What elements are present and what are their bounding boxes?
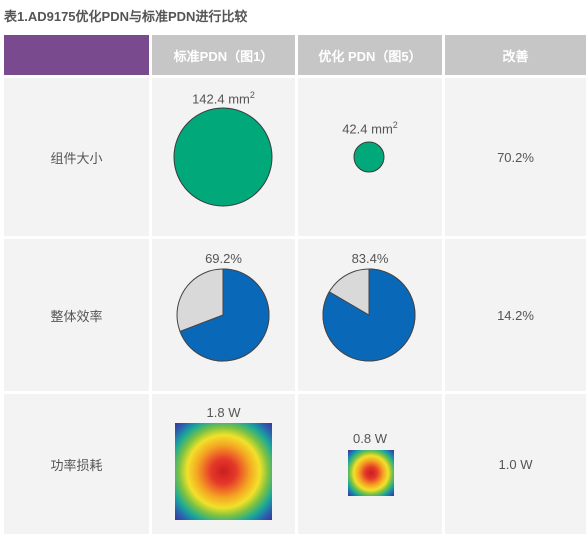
pie-efficiency-standard — [179, 268, 270, 362]
size-circle-optimized — [353, 141, 385, 173]
improvement-size: 70.2% — [445, 78, 586, 236]
row-label-power-loss: 功率损耗 — [4, 394, 149, 534]
header-optimized-pdn: 优化 PDN（图5） — [298, 35, 442, 75]
size-optimized-label: 42.4 mm2 — [342, 120, 398, 137]
cell-efficiency-optimized: 83.4% — [298, 239, 442, 391]
cell-power-standard: 1.8 W — [152, 394, 295, 534]
cell-size-optimized: 42.4 mm2 — [298, 78, 442, 236]
size-circle-standard — [173, 107, 273, 207]
improvement-efficiency: 14.2% — [445, 239, 586, 391]
power-standard-label: 1.8 W — [206, 405, 241, 420]
cell-size-standard: 142.4 mm2 — [152, 78, 295, 236]
efficiency-standard-label: 69.2% — [205, 251, 242, 266]
header-improvement: 改善 — [445, 35, 586, 75]
row-label-efficiency: 整体效率 — [4, 239, 149, 391]
power-optimized-label: 0.8 W — [353, 431, 387, 446]
comparison-table: 标准PDN（图1） 优化 PDN（图5） 改善 组件大小 142.4 mm2 4… — [4, 35, 586, 534]
cell-efficiency-standard: 69.2% — [152, 239, 295, 391]
heatmap-optimized — [348, 450, 394, 496]
header-standard-pdn: 标准PDN（图1） — [152, 35, 295, 75]
efficiency-optimized-label: 83.4% — [351, 251, 389, 266]
pie-efficiency-optimized — [322, 268, 416, 362]
heatmap-standard — [175, 423, 272, 520]
header-corner — [4, 35, 149, 75]
cell-power-optimized: 0.8 W — [298, 394, 442, 534]
improvement-power: 1.0 W — [445, 394, 586, 534]
table-caption: 表1.AD9175优化PDN与标准PDN进行比较 — [4, 9, 248, 24]
size-standard-label: 142.4 mm2 — [192, 90, 255, 107]
row-label-size: 组件大小 — [4, 78, 149, 236]
